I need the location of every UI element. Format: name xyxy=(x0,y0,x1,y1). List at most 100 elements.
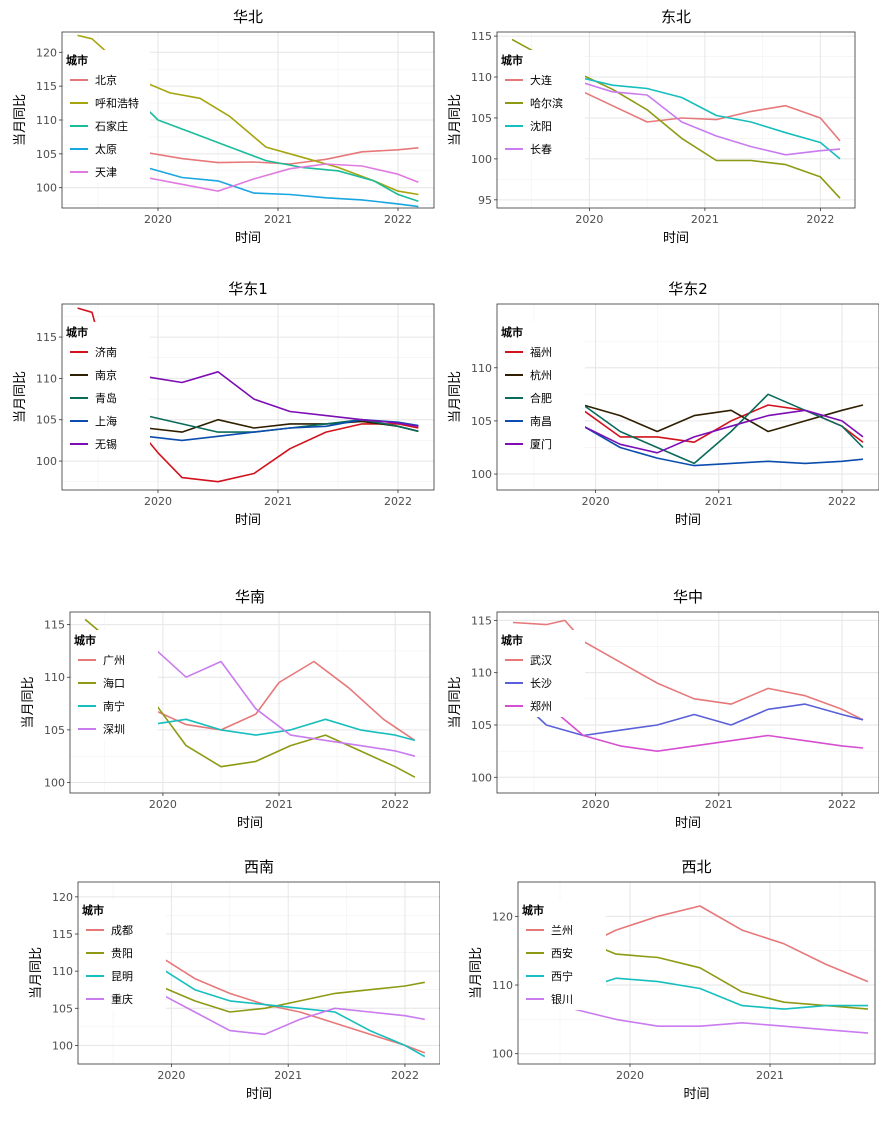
legend-label: 银川 xyxy=(551,992,573,1006)
legend-title: 城市 xyxy=(501,325,523,339)
legend-background xyxy=(64,50,150,183)
panel-border xyxy=(496,611,879,794)
x-tick-label: 2020 xyxy=(157,1069,185,1082)
y-tick-label: 100 xyxy=(471,153,492,166)
legend-label: 广州 xyxy=(103,654,125,667)
y-tick-label: 100 xyxy=(471,468,492,481)
y-axis-title: 当月同比 xyxy=(469,947,484,999)
x-tick-label: 2021 xyxy=(756,1069,784,1082)
legend-title: 城市 xyxy=(82,903,104,917)
legend-title: 城市 xyxy=(66,325,88,339)
legend-label: 深圳 xyxy=(103,723,125,736)
legend-label: 成都 xyxy=(111,924,133,937)
x-tick-label: 2021 xyxy=(265,798,293,811)
x-axis-title: 时间 xyxy=(683,1087,709,1102)
y-tick-label: 120 xyxy=(36,46,57,59)
series-line xyxy=(536,1001,869,1034)
legend-title: 城市 xyxy=(501,633,523,647)
legend-title: 城市 xyxy=(522,903,544,917)
y-tick-label: 115 xyxy=(52,928,73,941)
y-tick-label: 105 xyxy=(44,724,65,737)
legend-label: 青岛 xyxy=(95,391,117,405)
x-tick-label: 2022 xyxy=(828,798,856,811)
panel-border xyxy=(496,31,856,209)
panel-title: 东北 xyxy=(661,8,691,26)
y-tick-label: 110 xyxy=(471,667,492,680)
legend-label: 福州 xyxy=(530,345,552,359)
x-tick-label: 2020 xyxy=(144,213,172,226)
legend-label: 郑州 xyxy=(530,699,552,713)
legend-label: 上海 xyxy=(95,414,117,428)
chart-panel: 100 105 110 115 2020 2021 2022 华东1 时间 当月同比 城市济南南京青… xyxy=(13,280,435,528)
y-tick-label: 105 xyxy=(36,148,57,161)
y-axis-title: 当月同比 xyxy=(13,371,28,423)
series-line xyxy=(512,661,864,752)
y-tick-label: 100 xyxy=(44,776,65,789)
panel-title: 华南 xyxy=(235,588,265,606)
legend-label: 杭州 xyxy=(530,368,552,382)
legend-label: 南宁 xyxy=(103,699,125,713)
y-axis-title: 当月同比 xyxy=(448,94,463,146)
legend-label: 昆明 xyxy=(111,970,133,983)
panel-border xyxy=(69,611,431,794)
legend-label: 西安 xyxy=(551,946,573,960)
legend-label: 天津 xyxy=(95,166,117,179)
legend-label: 呼和浩特 xyxy=(95,96,139,110)
y-tick-label: 115 xyxy=(471,614,492,627)
y-tick-label: 120 xyxy=(52,891,73,904)
x-tick-label: 2022 xyxy=(828,495,856,508)
y-tick-label: 115 xyxy=(44,619,65,632)
legend-background xyxy=(499,630,585,717)
legend-background xyxy=(64,322,150,455)
legend-label: 合肥 xyxy=(530,391,552,405)
x-tick-label: 2020 xyxy=(616,1069,644,1082)
legend-label: 武汉 xyxy=(530,654,552,667)
y-axis-title: 当月同比 xyxy=(448,371,463,423)
y-tick-label: 110 xyxy=(36,372,57,385)
y-tick-label: 115 xyxy=(471,30,492,43)
x-axis-title: 时间 xyxy=(675,513,701,528)
legend-background xyxy=(499,50,585,160)
x-tick-label: 2022 xyxy=(384,495,412,508)
x-tick-label: 2020 xyxy=(575,213,603,226)
panel-border xyxy=(61,303,435,491)
y-tick-label: 110 xyxy=(52,965,73,978)
legend-label: 南昌 xyxy=(530,415,552,428)
y-axis-title: 当月同比 xyxy=(448,676,463,728)
legend-label: 哈尔滨 xyxy=(530,96,563,110)
y-tick-label: 110 xyxy=(36,114,57,127)
x-tick-label: 2021 xyxy=(691,213,719,226)
legend-label: 长沙 xyxy=(530,677,552,690)
y-tick-label: 95 xyxy=(478,194,492,207)
x-tick-label: 2020 xyxy=(582,495,610,508)
panel-title: 华东1 xyxy=(228,280,268,298)
y-tick-label: 100 xyxy=(36,455,57,468)
legend-label: 贵阳 xyxy=(111,947,133,960)
legend-label: 重庆 xyxy=(111,992,133,1006)
legend-label: 北京 xyxy=(95,73,117,87)
legend-background xyxy=(499,322,585,455)
legend-label: 济南 xyxy=(95,345,117,359)
series-line xyxy=(512,619,864,721)
x-axis-title: 时间 xyxy=(237,816,263,831)
legend-label: 西宁 xyxy=(551,969,573,983)
legend-background xyxy=(520,900,606,1010)
chart-panel: 100 105 110 2020 2021 2022 华东2 时间 当月同比 城市福州杭州合肥南昌… xyxy=(448,280,879,528)
y-axis-title: 当月同比 xyxy=(13,94,28,146)
legend-label: 无锡 xyxy=(95,437,117,451)
y-tick-label: 100 xyxy=(492,1048,513,1061)
panel-title: 西南 xyxy=(244,858,274,876)
panel-border xyxy=(496,303,879,491)
x-tick-label: 2022 xyxy=(384,213,412,226)
y-tick-label: 115 xyxy=(36,331,57,344)
legend-background xyxy=(72,630,158,740)
x-tick-label: 2020 xyxy=(144,495,172,508)
panel-border xyxy=(517,881,876,1065)
y-axis-title: 当月同比 xyxy=(21,676,36,728)
y-tick-label: 105 xyxy=(471,112,492,125)
